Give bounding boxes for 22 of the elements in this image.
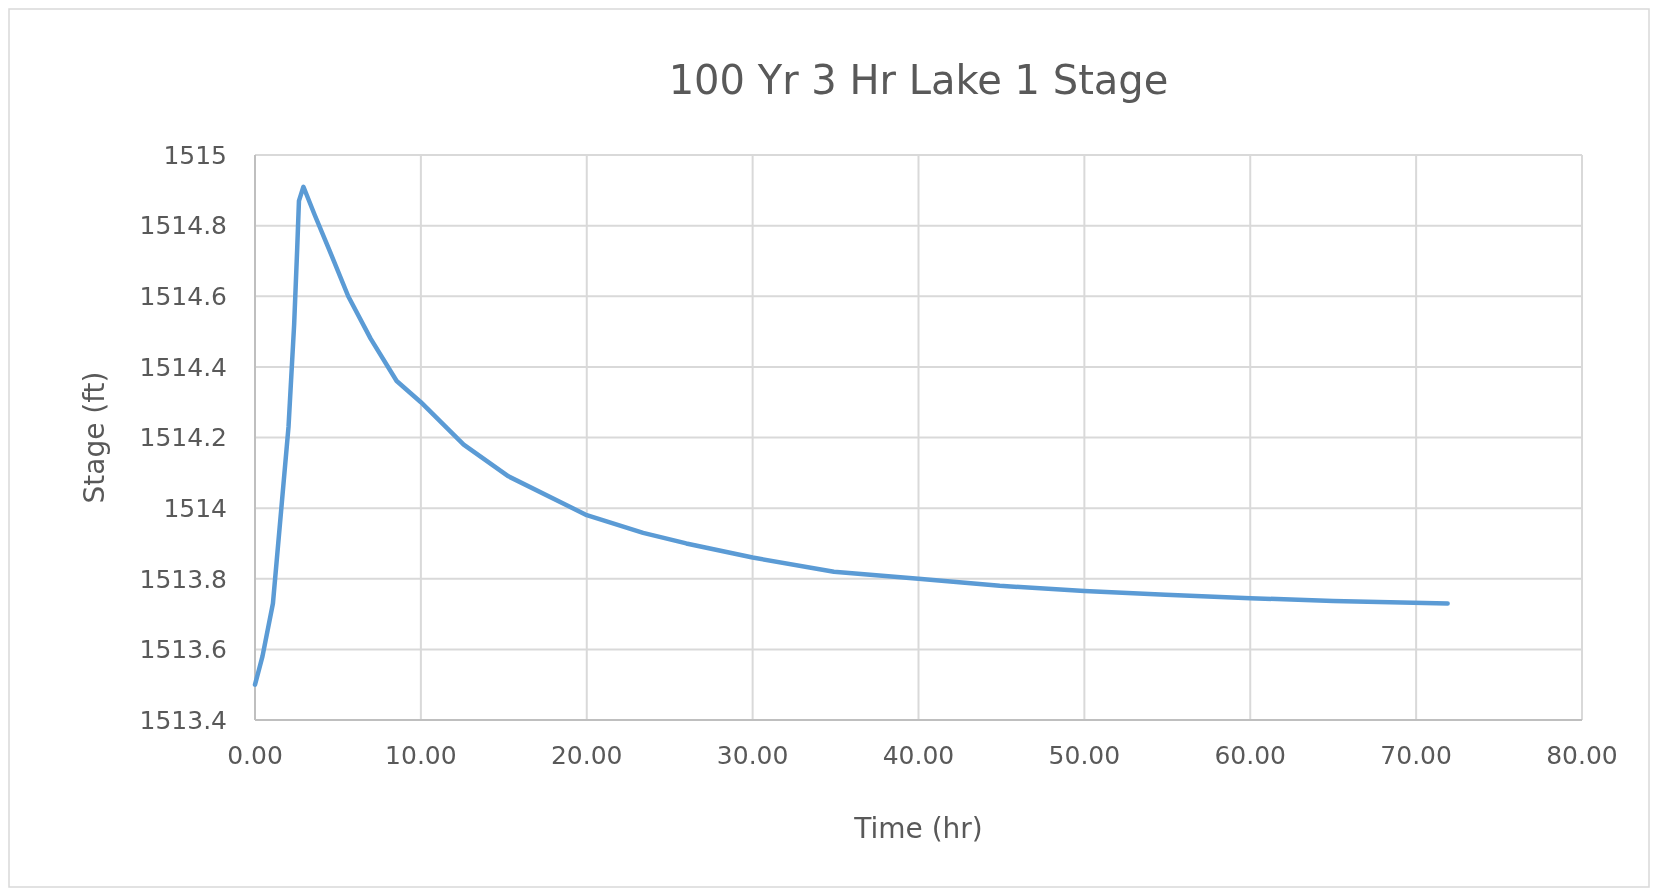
y-tick-label: 1514.8 bbox=[139, 211, 227, 241]
y-tick-label: 1513.4 bbox=[139, 705, 227, 735]
x-tick-label: 40.00 bbox=[882, 741, 955, 770]
y-tick-label: 1513.6 bbox=[139, 635, 227, 665]
y-tick-label: 1514.2 bbox=[139, 423, 227, 453]
x-tick-label: 20.00 bbox=[550, 741, 623, 770]
y-tick-label: 1514.6 bbox=[139, 282, 227, 311]
x-tick-label: 0.00 bbox=[227, 741, 283, 770]
chart-title: 100 Yr 3 Hr Lake 1 Stage bbox=[668, 57, 1169, 103]
y-tick-label: 1513.8 bbox=[139, 564, 227, 594]
x-tick-label: 80.00 bbox=[1546, 741, 1618, 770]
x-axis-title: Time (hr) bbox=[853, 812, 983, 845]
x-tick-label: 60.00 bbox=[1214, 741, 1287, 770]
y-axis-title: Stage (ft) bbox=[78, 371, 111, 504]
y-tick-label: 1514 bbox=[163, 493, 227, 523]
line-series bbox=[252, 184, 1450, 687]
x-tick-label: 70.00 bbox=[1380, 741, 1452, 770]
y-tick-label: 1514.4 bbox=[139, 352, 227, 382]
y-tick-label: 1515 bbox=[163, 140, 227, 170]
x-tick-label: 30.00 bbox=[716, 741, 789, 770]
x-tick-label: 10.00 bbox=[385, 741, 457, 770]
x-tick-label: 50.00 bbox=[1048, 741, 1121, 770]
